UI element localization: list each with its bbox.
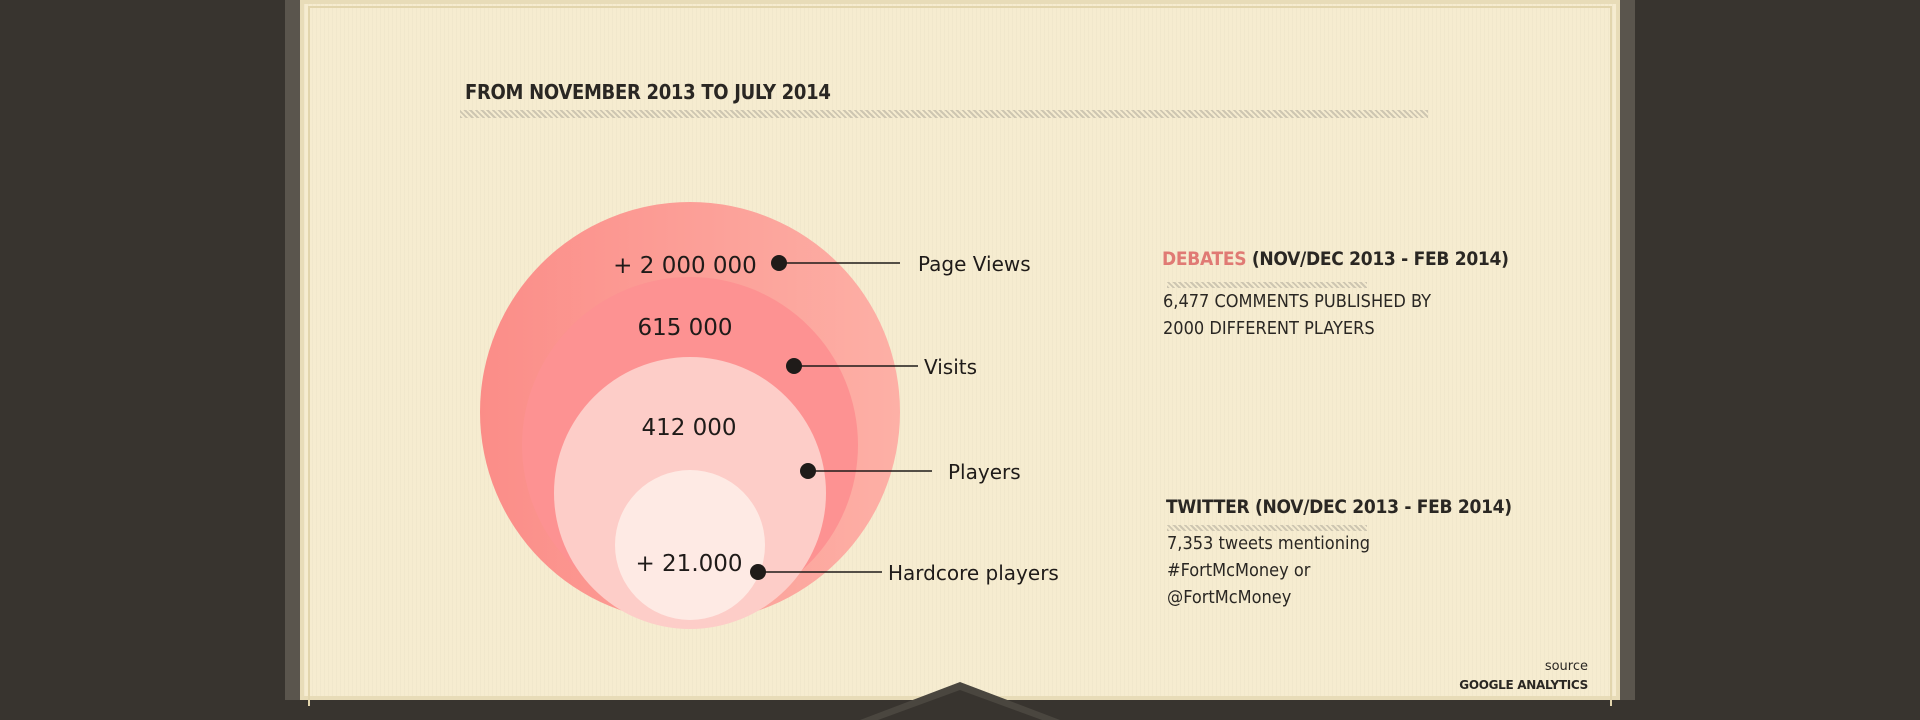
debates-rule — [1167, 282, 1367, 288]
twitter-line-1: 7,353 tweets mentioning — [1167, 533, 1371, 554]
twitter-rule — [1167, 525, 1367, 531]
debates-period: (NOV/DEC 2013 - FEB 2014) — [1251, 248, 1509, 270]
twitter-line-2: #FortMcMoney or — [1167, 560, 1311, 581]
source-label: source — [1544, 659, 1588, 674]
debates-highlight: DEBATES — [1162, 248, 1247, 270]
twitter-title: TWITTER (NOV/DEC 2013 - FEB 2014) — [1166, 496, 1512, 518]
debates-line-1: 6,477 COMMENTS PUBLISHED BY — [1163, 291, 1431, 312]
period-title: FROM NOVEMBER 2013 TO JULY 2014 — [465, 80, 831, 104]
panel-border — [308, 6, 1612, 706]
twitter-line-3: @FortMcMoney — [1167, 587, 1292, 608]
bottom-chevron — [860, 682, 1060, 720]
debates-title: DEBATES (NOV/DEC 2013 - FEB 2014) — [1162, 248, 1509, 270]
debates-line-2: 2000 DIFFERENT PLAYERS — [1163, 318, 1375, 339]
source-name: GOOGLE ANALYTICS — [1459, 678, 1588, 692]
period-title-rule — [460, 110, 1428, 118]
